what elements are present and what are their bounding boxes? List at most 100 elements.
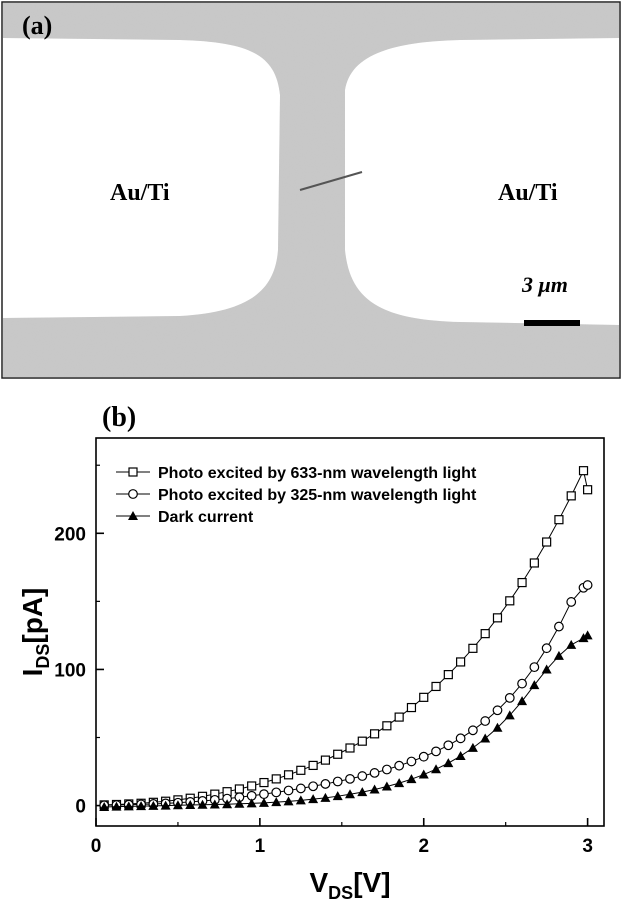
y-tick-label: 200 [54,524,86,545]
scale-bar [524,320,580,326]
series-1-point [492,613,503,623]
series-1-point [234,784,244,794]
series-1-point [259,777,269,788]
series-2-point [381,764,392,775]
series-2-point [295,783,306,794]
panel-b-label: (b) [102,402,136,433]
series-2-point [554,621,564,632]
legend-entry: Dark current [158,509,254,526]
x-tick-label: 2 [418,836,429,857]
series-1-point [554,515,564,525]
series-2-point [443,740,454,751]
series-3-point [148,800,159,810]
series-3-point [529,680,540,690]
series-2-point [492,705,503,716]
series-1-point [320,755,331,765]
scale-bar-label: 3 μm [521,272,568,297]
series-3-point [320,792,331,802]
series-1-point [296,765,306,775]
series-2-point [468,725,478,736]
panel-a-label: (a) [22,11,52,40]
series-3-point [283,796,294,806]
series-3-point [197,799,208,809]
series-3-point [308,794,319,804]
series-3-point [541,664,552,674]
series-2-point [431,746,441,757]
series-3-point [394,778,405,788]
series-2-point [455,733,466,744]
series-3-point [406,774,417,784]
y-axis-label: IDS[pA] [17,588,53,677]
series-3-point [271,797,282,807]
series-1-point [247,781,257,791]
series-3-point [123,801,134,811]
series-1-point [406,702,417,713]
series-2-point [566,597,577,607]
series-2-point [394,760,405,771]
series-3-point [222,799,233,809]
series-1-point [333,749,343,759]
plot-frame [95,437,605,827]
series-3-point [185,800,196,810]
series-1-point [357,736,367,746]
series-1-point [583,485,593,495]
series-2-point [529,662,540,673]
series-2-point [406,756,417,767]
series-1-point [517,577,527,588]
series-2-point [504,692,515,703]
series-1-point [456,657,466,667]
series-1-point [431,681,441,692]
series-3-point [455,751,466,761]
series-1-point [419,692,429,702]
series-1-point [308,760,318,771]
series-1-point [480,629,490,639]
series-2-point [369,768,380,778]
legend-marker [128,511,138,520]
series-3-point [504,710,515,720]
legend-marker [128,467,138,477]
series-1-point [443,670,453,680]
series-3-point [209,799,220,809]
series-1-point [566,491,576,501]
series-2-point [480,716,491,726]
series-1-point [578,466,589,476]
series-3-point [566,639,577,649]
legend-marker [128,489,138,499]
series-1-point [369,729,380,739]
nanowire [299,171,363,191]
series-3-point [553,650,564,660]
series-3-point [431,764,442,774]
series-3-point [246,798,257,808]
series-1-point [505,596,515,606]
y-tick-label: 0 [75,797,86,818]
series-3-point [517,696,528,706]
series-2-point [332,776,343,787]
series-3-point [418,769,429,779]
series-3-point [381,781,392,791]
series-2-point [271,787,282,798]
series-3-point [160,800,171,810]
x-tick-label: 1 [255,836,266,857]
series-3-point [578,633,589,643]
x-tick-label: 0 [91,836,102,857]
series-2-point [357,771,368,781]
series-1-point [394,712,404,722]
series-2-point [259,789,269,800]
x-axis-label: VDS[V] [309,867,390,903]
legend-entry: Photo excited by 633-nm wavelength light [158,465,477,482]
series-3-point [582,630,593,640]
series-3-point [332,791,343,801]
legend-entry: Photo excited by 325-nm wavelength light [158,487,477,504]
series-3-point [467,742,478,752]
left-electrode-label: Au/Ti [110,180,170,206]
right-electrode-label: Au/Ti [498,180,558,206]
series-1-point [468,643,478,653]
series-1-point [345,743,355,753]
series-3-point [295,795,306,805]
series-1-point [382,721,392,731]
series-2-point [283,785,294,796]
series-3-point [234,798,245,808]
series-2-point [308,781,319,792]
series-3-point [258,797,269,807]
y-tick-label: 100 [54,660,86,681]
